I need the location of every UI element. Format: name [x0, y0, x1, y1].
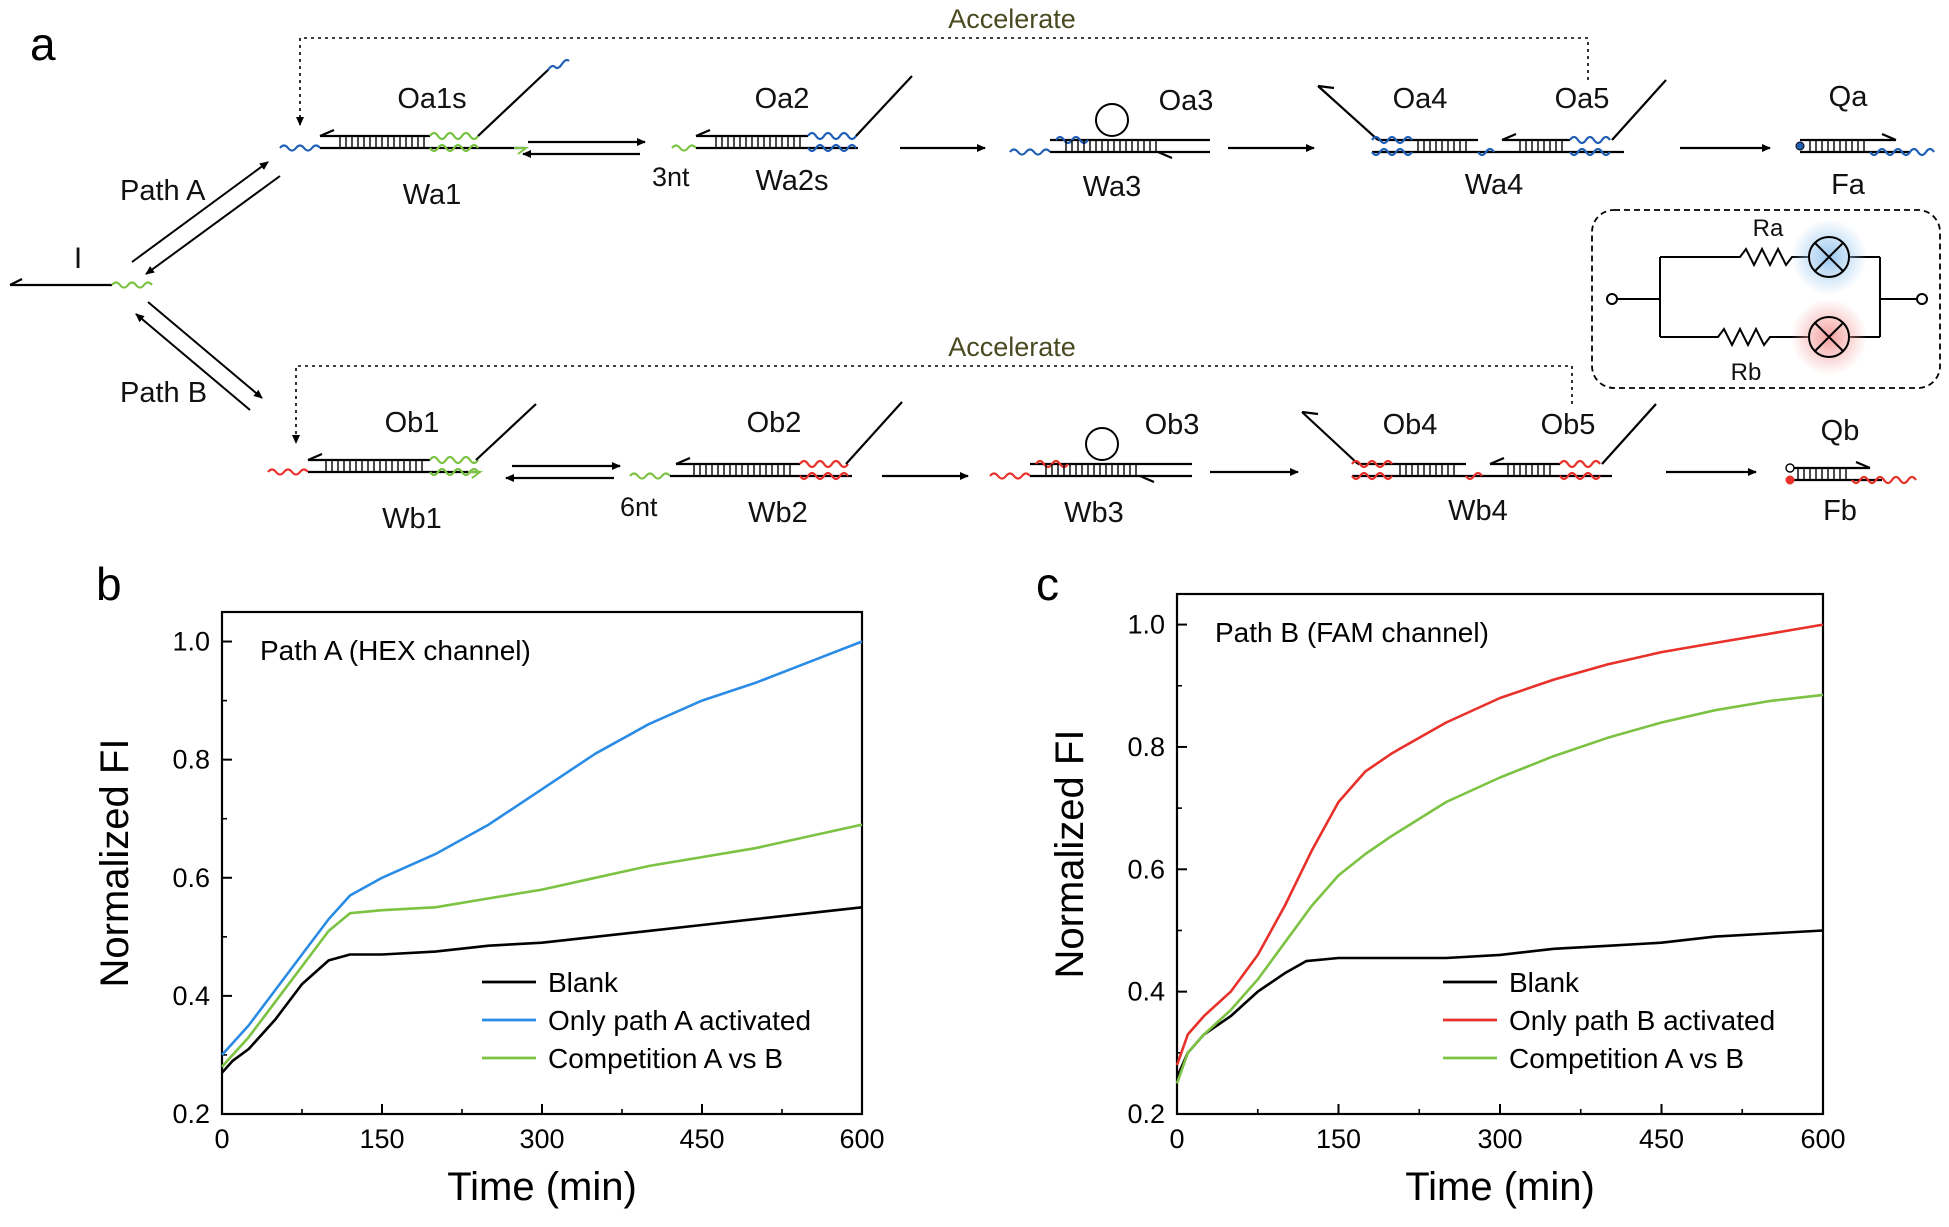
label-wa4: Wa4: [1465, 169, 1524, 201]
chart1-legend-label-0: Blank: [1509, 967, 1580, 998]
accelerate-feedback-top: [296, 37, 1589, 126]
chart1-legend-label-1: Only path B activated: [1509, 1005, 1775, 1036]
label-3nt: 3nt: [652, 162, 690, 192]
label-oa5: Oa5: [1555, 83, 1610, 115]
chart0-legend-label-2: Competition A vs B: [548, 1043, 783, 1074]
chart1-series-1-line: [1175, 623, 1824, 1066]
accelerate-label-top: Accelerate: [948, 4, 1076, 34]
chart0-xtick-label: 300: [519, 1124, 564, 1154]
chart1-ylabel: Normalized FI: [1048, 730, 1092, 979]
label-fa: Fa: [1831, 169, 1866, 201]
chart-path-b: 0 150 300 450 600 0.2 0.4 0.6 0.8 1.0 Time (min) No…: [1048, 592, 1846, 1209]
label-wb2: Wb2: [748, 497, 808, 529]
label-wa3: Wa3: [1083, 171, 1142, 203]
chart0-xtick-label: 600: [839, 1124, 884, 1154]
label-oa2: Oa2: [755, 83, 810, 115]
chart0-legend-label-1: Only path A activated: [548, 1005, 811, 1036]
panel-a-label: a: [30, 18, 56, 70]
label-ob3: Ob3: [1145, 409, 1200, 441]
chart1-xtick-label: 450: [1639, 1124, 1684, 1154]
label-oa1s: Oa1s: [397, 83, 466, 115]
chart0-ytick-label: 0.6: [172, 863, 210, 893]
complex-oa2-wa2s: [671, 75, 913, 153]
accelerate-feedback-bottom: [292, 365, 1573, 444]
panel-c-label: c: [1036, 558, 1059, 610]
label-wa2s: Wa2s: [755, 165, 828, 197]
chart1-legend-label-2: Competition A vs B: [1509, 1043, 1744, 1074]
circuit-label-ra: Ra: [1753, 215, 1784, 242]
chart1-ytick-label: 0.8: [1127, 732, 1165, 762]
input-label: I: [74, 242, 82, 275]
complex-oa3-wa3: [1009, 103, 1210, 160]
label-qb: Qb: [1821, 415, 1860, 447]
chart0-ytick-label: 1.0: [172, 627, 210, 657]
chart1-xtick-label: 600: [1800, 1124, 1845, 1154]
label-qa: Qa: [1829, 81, 1869, 113]
label-wa1: Wa1: [403, 179, 462, 211]
chart0-series-1-line: [221, 640, 863, 1056]
chart-path-a: 0 150 300 450 600 0.2 0.4 0.6 0.8 1.0 Time (min) No…: [93, 610, 885, 1209]
chart1-xlabel: Time (min): [1405, 1165, 1595, 1209]
label-wb4: Wb4: [1448, 495, 1508, 527]
chart1-ytick-label: 1.0: [1127, 610, 1165, 640]
complex-oa1s-wa1: [279, 58, 570, 155]
chart0-ytick-label: 0.4: [172, 981, 210, 1011]
complex-oa4-oa5-wa4: [1317, 79, 1667, 157]
chart0-ytick-label: 0.8: [172, 745, 210, 775]
chart1-xtick-label: 150: [1316, 1124, 1361, 1154]
complex-ob3-wb3: [989, 427, 1192, 484]
panel-b-label: b: [96, 558, 122, 610]
label-wb3: Wb3: [1064, 497, 1124, 529]
chart1-ytick-label: 0.6: [1127, 854, 1165, 884]
complex-ob2-wb2: [629, 401, 903, 481]
complex-ob4-ob5-wb4: [1301, 403, 1657, 481]
chart1-plot-frame: [1175, 592, 1825, 1116]
path-a-label: Path A: [120, 175, 206, 207]
reporter-qb-fb: [1785, 460, 1917, 485]
path-b-arrows: [135, 301, 263, 411]
chart0-title: Path A (HEX channel): [260, 635, 531, 666]
complex-ob1-wb1: [267, 403, 537, 479]
input-strand: I: [9, 242, 153, 289]
chart0-xlabel: Time (min): [447, 1165, 637, 1209]
chart0-xtick-label: 150: [359, 1124, 404, 1154]
accelerate-label-bottom: Accelerate: [948, 332, 1076, 362]
label-ob4: Ob4: [1383, 409, 1438, 441]
circuit-label-rb: Rb: [1731, 359, 1762, 386]
chart1-ytick-label: 0.2: [1127, 1099, 1165, 1129]
label-6nt: 6nt: [620, 492, 658, 522]
chart1-series-2-line: [1175, 693, 1824, 1084]
label-ob2: Ob2: [747, 407, 802, 439]
label-ob1: Ob1: [385, 407, 440, 439]
label-fb: Fb: [1823, 495, 1857, 527]
chart0-series-2-line: [221, 823, 863, 1068]
chart0-ytick-label: 0.2: [172, 1099, 210, 1129]
panel-a-scheme: a Accelerate Accelerate I Path A Path B: [9, 4, 1941, 535]
reporter-qa-fa: [1795, 132, 1935, 157]
chart1-title: Path B (FAM channel): [1215, 617, 1489, 648]
path-a-arrows: [131, 161, 281, 275]
path-b-label: Path B: [120, 377, 207, 409]
chart0-legend-label-0: Blank: [548, 967, 619, 998]
chart0-ylabel: Normalized FI: [93, 739, 137, 988]
label-wb1-text: Wb1: [382, 503, 442, 535]
chart0-xtick-label: 0: [214, 1124, 229, 1154]
label-ob5: Ob5: [1541, 409, 1596, 441]
label-oa4: Oa4: [1393, 83, 1448, 115]
circuit-inset: Ra Rb: [1591, 209, 1941, 389]
chart0-plot-frame: [220, 610, 864, 1116]
chart0-series-0-line: [221, 906, 863, 1074]
chart1-ytick-label: 0.4: [1127, 977, 1165, 1007]
chart1-series-0-line: [1175, 929, 1824, 1078]
chart1-xtick-label: 300: [1477, 1124, 1522, 1154]
label-oa3: Oa3: [1159, 85, 1214, 117]
chart1-xtick-label: 0: [1169, 1124, 1184, 1154]
chart0-xtick-label: 450: [679, 1124, 724, 1154]
